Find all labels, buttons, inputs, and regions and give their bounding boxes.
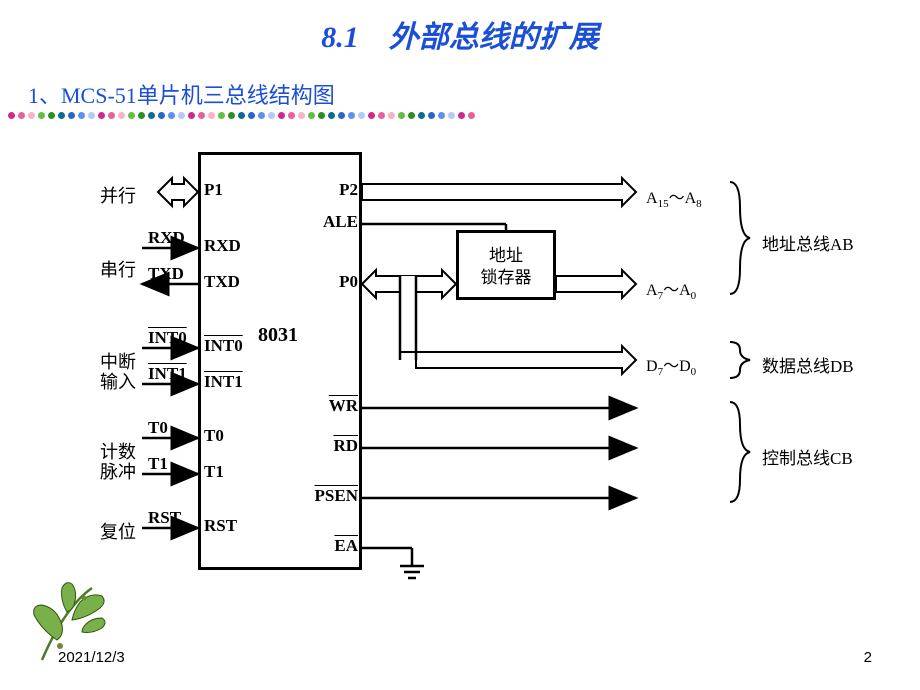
footer-page-number: 2 (864, 649, 872, 666)
divider-dots (8, 106, 568, 116)
page-title: 8.1 外部总线的扩展 (0, 0, 920, 56)
footer-date: 2021/12/3 (58, 649, 125, 666)
block-diagram: 8031 地址锁存器 P1RXDTXDINT0INT1T0T1RST并行串行中断… (0, 130, 920, 610)
